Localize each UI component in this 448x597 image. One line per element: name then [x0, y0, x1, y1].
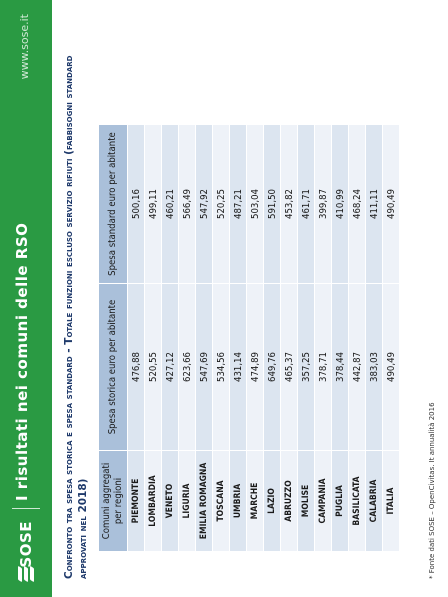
region-cell: LOMBARDIA: [144, 450, 162, 552]
standard-cell: 547,92: [195, 124, 213, 284]
region-cell: VENETO: [161, 450, 179, 552]
historic-cell: 520,55: [144, 283, 162, 451]
table-row: PIEMONTE 476,88 500,16: [127, 124, 145, 552]
historic-cell: 431,14: [229, 283, 247, 451]
region-cell: BASILICATA: [348, 450, 366, 552]
region-cell: CALABRIA: [365, 450, 383, 552]
table-row: MOLISE 357,25 461,71: [297, 124, 315, 552]
region-cell: MOLISE: [297, 450, 315, 552]
region-cell: LAZIO: [263, 450, 281, 552]
standard-cell: 411,11: [365, 124, 383, 284]
standard-cell: 399,87: [314, 124, 332, 284]
historic-cell: 442,87: [348, 283, 366, 451]
table-row: UMBRIA 431,14 487,21: [229, 124, 247, 552]
header-divider: [12, 508, 40, 509]
standard-cell: 500,16: [127, 124, 145, 284]
header-historic: Spesa storica euro per abitante: [98, 283, 128, 451]
region-cell: MARCHE: [246, 450, 264, 552]
historic-cell: 476,88: [127, 283, 145, 451]
table-row: EMILIA ROMAGNA 547,69 547,92: [195, 124, 213, 552]
region-cell: ABRUZZO: [280, 450, 298, 552]
standard-cell: 453,82: [280, 124, 298, 284]
table-row: TOSCANA 534,56 520,25: [212, 124, 230, 552]
standard-cell: 591,50: [263, 124, 281, 284]
historic-cell: 534,56: [212, 283, 230, 451]
table-row: VENETO 427,12 460,21: [161, 124, 179, 552]
region-cell: PUGLIA: [331, 450, 349, 552]
historic-cell: 465,37: [280, 283, 298, 451]
historic-cell: 427,12: [161, 283, 179, 451]
logo-text: SOSE: [17, 521, 35, 568]
region-cell: TOSCANA: [212, 450, 230, 552]
standard-cell: 461,71: [297, 124, 315, 284]
standard-cell: 520,25: [212, 124, 230, 284]
table-row: LAZIO 649,76 591,50: [263, 124, 281, 552]
historic-cell: 378,44: [331, 283, 349, 451]
standard-cell: 503,04: [246, 124, 264, 284]
table-row: LOMBARDIA 520,55 499,11: [144, 124, 162, 552]
standard-cell: 468,24: [348, 124, 366, 284]
region-cell: UMBRIA: [229, 450, 247, 552]
header-standard: Spesa standard euro per abitante: [98, 124, 128, 284]
historic-cell: 490,49: [382, 283, 400, 451]
historic-cell: 623,66: [178, 283, 196, 451]
historic-cell: 378,71: [314, 283, 332, 451]
historic-cell: 547,69: [195, 283, 213, 451]
historic-cell: 474,89: [246, 283, 264, 451]
table-row: CALABRIA 383,03 411,11: [365, 124, 383, 552]
sose-logo: SOSE: [8, 521, 44, 583]
region-cell: CAMPANIA: [314, 450, 332, 552]
region-cell: LIGURIA: [178, 450, 196, 552]
table-body: PIEMONTE 476,88 500,16 LOMBARDIA 520,55 499,1…: [127, 124, 400, 552]
table-subtitle: Confronto tra spesa storica e spesa stan…: [63, 55, 89, 579]
source-footnote: * Fonte dati SOSE – OpenCivitas. It annu…: [428, 402, 436, 579]
table-row: BASILICATA 442,87 468,24: [348, 124, 366, 552]
page-title: I risultati nei comuni delle RSO: [13, 222, 31, 501]
standard-cell: 460,21: [161, 124, 179, 284]
header-regions: Comuni aggregati per regioni: [98, 450, 128, 552]
table-row: MARCHE 474,89 503,04: [246, 124, 264, 552]
header-bar: SOSE I risultati nei comuni delle RSO ww…: [0, 0, 52, 597]
standard-cell: 566,49: [178, 124, 196, 284]
table-row: ITALIA 490,49 490,49: [382, 124, 400, 552]
standard-cell: 487,21: [229, 124, 247, 284]
table-row: ABRUZZO 465,37 453,82: [280, 124, 298, 552]
table-row: CAMPANIA 378,71 399,87: [314, 124, 332, 552]
region-cell: PIEMONTE: [127, 450, 145, 552]
historic-cell: 383,03: [365, 283, 383, 451]
table-row: LIGURIA 623,66 566,49: [178, 124, 196, 552]
historic-cell: 357,25: [297, 283, 315, 451]
standard-cell: 410,99: [331, 124, 349, 284]
spending-table: Comuni aggregati per regioni Spesa stori…: [98, 124, 400, 552]
standard-cell: 499,11: [144, 124, 162, 284]
region-cell: ITALIA: [382, 450, 400, 552]
logo-stripes-icon: [16, 565, 36, 583]
site-url: www.sose.it: [18, 14, 31, 80]
table-header-row: Comuni aggregati per regioni Spesa stori…: [98, 124, 128, 552]
region-cell: EMILIA ROMAGNA: [195, 450, 213, 552]
standard-cell: 490,49: [382, 124, 400, 284]
historic-cell: 649,76: [263, 283, 281, 451]
table-row: PUGLIA 378,44 410,99: [331, 124, 349, 552]
